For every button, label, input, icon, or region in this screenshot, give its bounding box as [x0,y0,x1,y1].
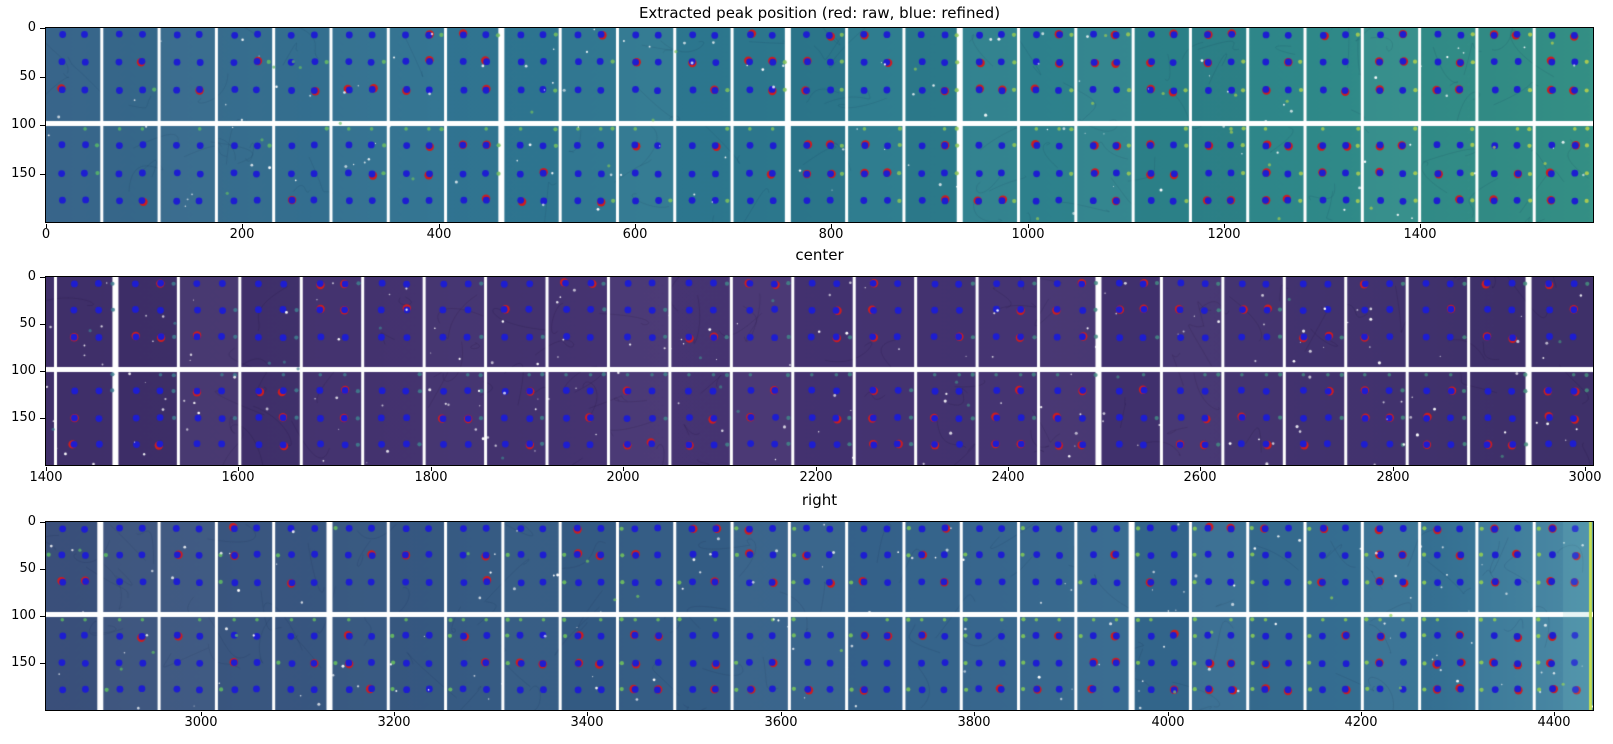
x-tick-mark [237,467,239,471]
x-tick-mark [815,467,817,471]
x-tick-mark [830,224,832,228]
x-tick-mark [1584,467,1586,471]
y-tick-mark [40,615,45,617]
y-tick-mark [40,76,45,78]
x-tick-mark [1419,224,1421,228]
x-tick-mark [1360,712,1362,716]
x-tick-mark [780,712,782,716]
y-tick-mark [40,568,45,570]
y-tick-mark [40,27,45,29]
y-tick-mark [40,276,45,278]
x-tick-label: 1000 [1011,227,1045,242]
y-tick-mark [40,417,45,419]
x-tick-mark [634,224,636,228]
x-tick-mark [586,712,588,716]
y-tick-label: 0 [27,20,36,35]
x-tick-label: 3600 [764,715,798,730]
y-tick-label: 50 [19,316,36,331]
x-tick-label: 4000 [1151,715,1185,730]
y-tick-mark [40,521,45,523]
x-tick-mark [622,467,624,471]
heatmap-canvas-center [46,277,1593,465]
heatmap-canvas-right [46,522,1593,710]
x-tick-label: 3000 [184,715,218,730]
x-tick-label: 200 [229,227,255,242]
x-tick-label: 1200 [1207,227,1241,242]
y-tick-label: 100 [11,363,36,378]
x-tick-mark [241,224,243,228]
x-tick-mark [973,712,975,716]
x-tick-mark [1392,467,1394,471]
x-tick-label: 3000 [1568,470,1602,485]
y-tick-label: 50 [19,561,36,576]
heatmap-canvas-left [46,28,1593,222]
x-tick-mark [430,467,432,471]
y-tick-mark [40,323,45,325]
x-tick-label: 800 [818,227,844,242]
y-tick-mark [40,370,45,372]
panel-center-axes [45,276,1594,466]
y-tick-label: 150 [11,166,36,181]
y-tick-label: 0 [27,514,36,529]
x-tick-mark [1199,467,1201,471]
x-tick-label: 1600 [221,470,255,485]
x-tick-mark [1007,467,1009,471]
panel-right-axes [45,521,1594,711]
title-main: Extracted peak position (red: raw, blue:… [638,4,1001,22]
x-tick-label: 3400 [570,715,604,730]
x-tick-mark [45,467,47,471]
x-tick-label: 2000 [606,470,640,485]
x-tick-label: 2600 [1183,470,1217,485]
y-tick-mark [40,124,45,126]
x-tick-label: 1800 [414,470,448,485]
x-tick-label: 3800 [957,715,991,730]
y-tick-label: 100 [11,117,36,132]
x-tick-label: 2400 [991,470,1025,485]
y-tick-label: 150 [11,655,36,670]
panel-left-axes [45,27,1594,223]
title-right: right [801,491,838,509]
x-tick-mark [438,224,440,228]
y-tick-label: 0 [27,269,36,284]
x-tick-label: 4400 [1537,715,1571,730]
x-tick-label: 2200 [799,470,833,485]
x-tick-mark [1027,224,1029,228]
y-tick-label: 150 [11,410,36,425]
x-tick-label: 0 [41,227,51,242]
x-tick-label: 1400 [29,470,63,485]
y-tick-label: 50 [19,69,36,84]
x-tick-label: 1400 [1403,227,1437,242]
y-tick-mark [40,173,45,175]
title-center: center [795,246,844,264]
y-tick-mark [40,662,45,664]
x-tick-mark [1167,712,1169,716]
x-tick-mark [1223,224,1225,228]
x-tick-label: 600 [622,227,648,242]
x-tick-mark [200,712,202,716]
x-tick-mark [1553,712,1555,716]
x-tick-label: 400 [426,227,452,242]
x-tick-mark [393,712,395,716]
x-tick-mark [45,224,47,228]
y-tick-label: 100 [11,608,36,623]
x-tick-label: 4200 [1344,715,1378,730]
x-tick-label: 2800 [1376,470,1410,485]
x-tick-label: 3200 [377,715,411,730]
